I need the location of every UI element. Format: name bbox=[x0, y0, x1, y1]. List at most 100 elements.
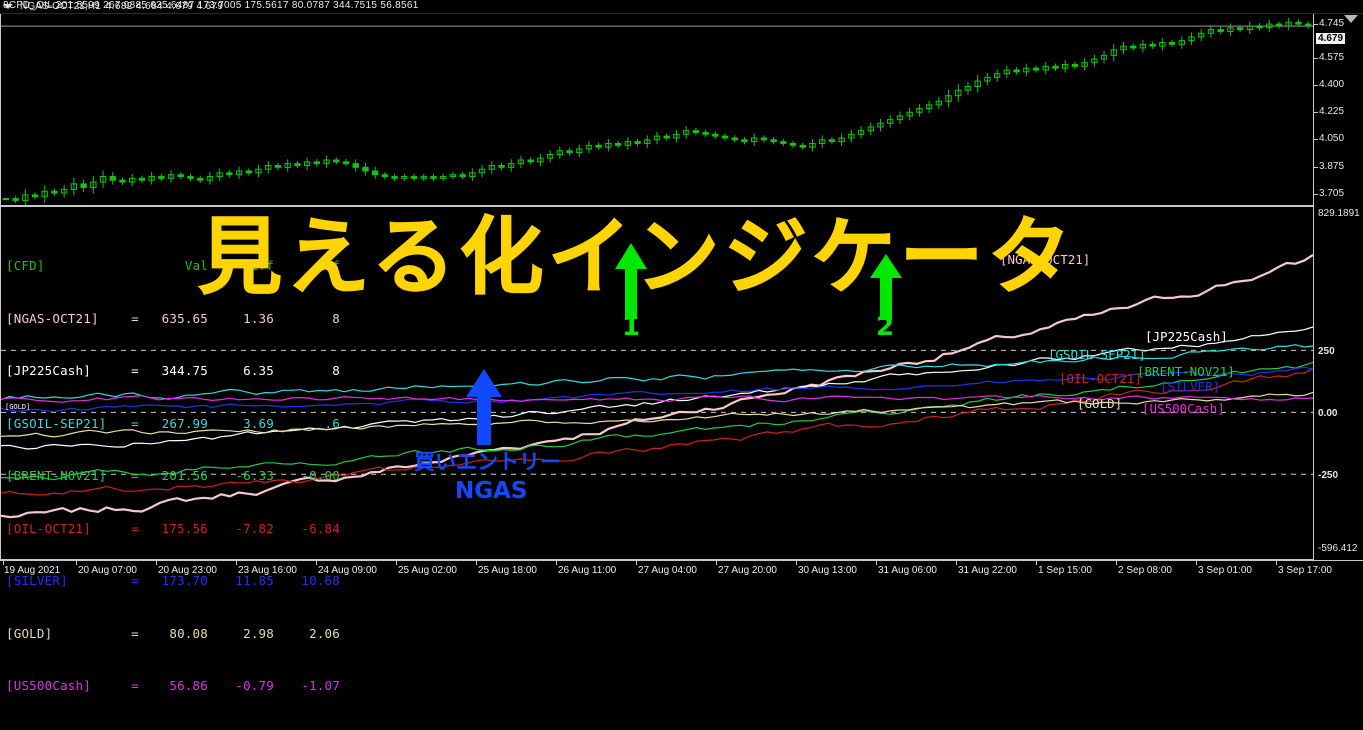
row-value: 173.70 bbox=[161, 573, 208, 588]
row-symbol: [BRENT-NOV21] bbox=[6, 468, 107, 483]
value-tick: -596.412 bbox=[1318, 543, 1358, 554]
row-diff: 6.35 bbox=[243, 363, 274, 378]
row-diffpct: -0.00 bbox=[301, 468, 340, 483]
row-value: 201.56 bbox=[161, 468, 208, 483]
green-arrow-label-1: 1 bbox=[622, 312, 641, 342]
promo-overlay-title: 見える化インジケータ bbox=[197, 208, 1076, 306]
row-diffpct: 8 bbox=[332, 363, 340, 378]
col-header-diffpct: f bbox=[332, 258, 340, 273]
table-row: [JP225Cash] = 344.75 6.35 8 bbox=[6, 363, 340, 378]
row-diffpct: -1.07 bbox=[301, 678, 340, 693]
time-tick: 27 Aug 04:00 bbox=[638, 565, 697, 576]
table-row: [GOLD] = 80.08 2.98 2.06 bbox=[6, 625, 340, 641]
time-tick: 26 Aug 11:00 bbox=[558, 565, 617, 576]
chevron-down-icon[interactable] bbox=[3, 4, 13, 9]
row-diffpct: -6.84 bbox=[301, 520, 340, 536]
price-scale-main[interactable]: 4.745 4.679 4.575 4.400 4.225 4.050 3.87… bbox=[1313, 14, 1363, 206]
row-symbol: [OIL-OCT21] bbox=[6, 520, 91, 536]
chart-label-oil: [OIL-OCT21] bbox=[1059, 371, 1142, 386]
time-tick: 25 Aug 18:00 bbox=[478, 565, 537, 576]
col-header-val: Val bbox=[184, 258, 208, 273]
symbol-label: NGAS-OCT21,H1 bbox=[20, 1, 101, 12]
blue-entry-arrow bbox=[466, 369, 502, 445]
table-row: [GSOIL-SEP21] = 267.99 3.69.6 bbox=[6, 415, 340, 431]
row-diff: 11.85 bbox=[235, 573, 274, 588]
col-header-diff: Diff bbox=[243, 258, 274, 273]
chart-label-gold: [GOLD] bbox=[1077, 396, 1123, 411]
value-tick: 829.1891 bbox=[1318, 208, 1360, 219]
row-value: 175.56 bbox=[161, 520, 208, 536]
value-tick: 0.00 bbox=[1318, 408, 1338, 419]
time-tick: 2 Sep 08:00 bbox=[1118, 565, 1172, 576]
value-tick: -250 bbox=[1318, 470, 1339, 481]
cfd-comparison-chart bbox=[1, 253, 1313, 519]
time-tick: 30 Aug 13:00 bbox=[798, 565, 857, 576]
chart-label-gsoil: [GSOIL-SEP21] bbox=[1048, 347, 1146, 362]
chart-label-brent: [BRENT-NOV21] bbox=[1137, 364, 1235, 379]
row-symbol: [GSOIL-SEP21] bbox=[6, 415, 107, 431]
time-tick: 23 Aug 16:00 bbox=[238, 565, 297, 576]
time-axis[interactable]: 19 Aug 2021 20 Aug 07:00 20 Aug 23:00 23… bbox=[0, 560, 1363, 583]
time-tick: 27 Aug 20:00 bbox=[718, 565, 777, 576]
row-value: 344.75 bbox=[161, 363, 208, 378]
price-tick: 4.745 bbox=[1319, 18, 1345, 29]
row-value: 56.86 bbox=[169, 678, 208, 693]
time-tick: 31 Aug 22:00 bbox=[958, 565, 1017, 576]
time-tick: 24 Aug 09:00 bbox=[318, 565, 377, 576]
row-symbol: [GOLD] bbox=[6, 625, 53, 641]
price-tick: 4.400 bbox=[1319, 79, 1345, 90]
indicator-pane[interactable] bbox=[0, 206, 1313, 560]
time-tick: 25 Aug 02:00 bbox=[398, 565, 457, 576]
current-price-tag: 4.679 bbox=[1316, 33, 1346, 44]
chart-label-gold-small: [GOLD] bbox=[5, 403, 31, 411]
table-row: [US500Cash] = 56.86 -0.79 -1.07 bbox=[6, 678, 340, 693]
row-symbol: [NGAS-OCT21] bbox=[6, 310, 99, 326]
row-value: 635.65 bbox=[161, 310, 208, 326]
chart-label-jp225cash: [JP225Cash] bbox=[1145, 329, 1228, 344]
green-arrow-label-2: 2 bbox=[876, 312, 895, 342]
time-tick: 20 Aug 07:00 bbox=[78, 565, 137, 576]
row-diff: 1.36 bbox=[243, 310, 274, 326]
entry-annotation-line1: 買いエントリー bbox=[414, 450, 561, 474]
value-scale-indicator[interactable]: 829.1891 250 0.00 -250 -596.412 bbox=[1313, 206, 1363, 560]
row-diffpct: 8 bbox=[332, 310, 340, 326]
row-diff: -0.79 bbox=[235, 678, 274, 693]
indicator-header-label: 8CFD_OIL 201.5599 267.9885 635.6487 173.… bbox=[3, 0, 419, 11]
price-tick: 4.225 bbox=[1319, 106, 1345, 117]
trading-terminal-window: NGAS-OCT21,H1 4.682 4.684 4.679 4.679 4.… bbox=[0, 0, 1363, 693]
row-symbol: [SILVER] bbox=[6, 573, 68, 588]
row-diff: 2.98 bbox=[243, 625, 274, 641]
price-tick: 4.575 bbox=[1319, 52, 1345, 63]
row-diffpct: .6 bbox=[324, 415, 340, 431]
table-header-row: [CFD] Val Diff f bbox=[6, 257, 340, 275]
crosshair-cursor-icon bbox=[1344, 15, 1358, 23]
col-header-cfd: [CFD] bbox=[6, 258, 45, 273]
chart-label-ngas: [NGAS-OCT21] bbox=[1000, 252, 1091, 267]
value-tick: 250 bbox=[1318, 346, 1335, 357]
price-chart-pane[interactable] bbox=[0, 14, 1313, 206]
symbol-bar: NGAS-OCT21,H1 4.682 4.684 4.679 4.679 bbox=[0, 0, 1363, 14]
time-tick: 19 Aug 2021 bbox=[4, 565, 61, 576]
row-diff: 3.69 bbox=[243, 415, 274, 431]
row-diff: -7.82 bbox=[235, 520, 274, 536]
candlestick-chart bbox=[1, 17, 1313, 205]
row-symbol: [US500Cash] bbox=[6, 678, 91, 693]
row-value: 80.08 bbox=[169, 625, 208, 641]
price-tick: 3.705 bbox=[1319, 188, 1345, 199]
time-tick: 1 Sep 15:00 bbox=[1038, 565, 1092, 576]
chart-label-us500cash: [US500Cash] bbox=[1142, 401, 1225, 416]
row-diffpct: 10.68 bbox=[301, 573, 340, 588]
table-row: [SILVER] = 173.70 11.85 10.68 bbox=[6, 573, 340, 588]
row-diff: -6.33 bbox=[235, 468, 274, 483]
time-tick: 3 Sep 17:00 bbox=[1278, 565, 1332, 576]
row-diffpct: 2.06 bbox=[309, 625, 340, 641]
table-row: [NGAS-OCT21] = 635.65 1.36 8 bbox=[6, 310, 340, 326]
symbol-ohlc: 4.682 4.684 4.679 4.679 bbox=[105, 1, 224, 12]
table-row: [OIL-OCT21] = 175.56 -7.82 -6.84 bbox=[6, 520, 340, 536]
row-symbol: [JP225Cash] bbox=[6, 363, 91, 378]
green-arrow-marker-1 bbox=[615, 243, 647, 319]
price-tick: 4.050 bbox=[1319, 133, 1345, 144]
chart-label-silver: [SILVER] bbox=[1160, 379, 1221, 394]
time-tick: 31 Aug 06:00 bbox=[878, 565, 937, 576]
entry-annotation-line2: NGAS bbox=[455, 478, 528, 504]
